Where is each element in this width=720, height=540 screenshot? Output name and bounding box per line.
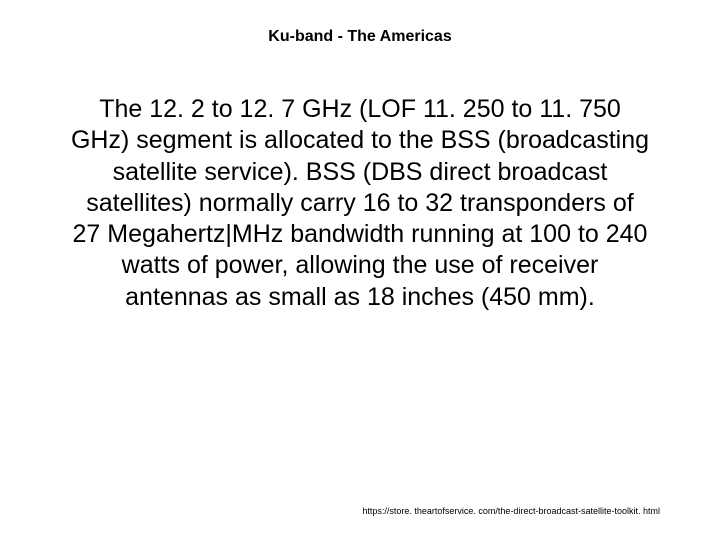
slide-body-text: The 12. 2 to 12. 7 GHz (LOF 11. 250 to 1… (60, 94, 660, 313)
slide-container: Ku-band - The Americas The 12. 2 to 12. … (0, 0, 720, 540)
footer-url: https://store. theartofservice. com/the-… (362, 506, 660, 516)
slide-title: Ku-band - The Americas (60, 28, 660, 46)
